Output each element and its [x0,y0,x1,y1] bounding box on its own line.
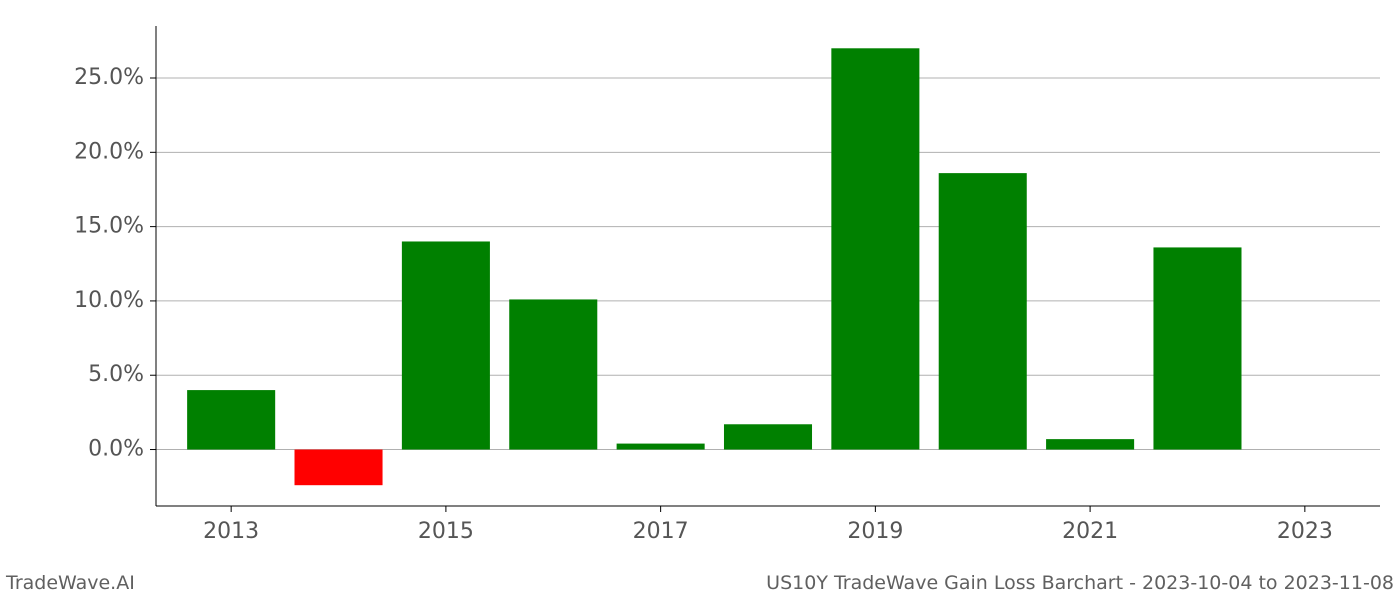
y-tick-label: 25.0% [74,65,144,90]
bar [939,173,1027,449]
x-tick-label: 2017 [633,519,689,544]
bar [831,48,919,449]
x-tick-label: 2021 [1062,519,1118,544]
chart-container: 0.0% 5.0% 10.0% 15.0% 20.0% 25.0% 2013 2015 2017… [0,0,1400,600]
y-tick-label: 20.0% [74,139,144,164]
bar [1153,247,1241,449]
x-tick-label: 2015 [418,519,474,544]
x-tick-label: 2019 [847,519,903,544]
x-tick-label: 2023 [1277,519,1333,544]
y-tick-label: 15.0% [74,214,144,239]
y-tick-label: 5.0% [88,362,144,387]
y-tick-label: 0.0% [88,437,144,462]
footer-right-caption: US10Y TradeWave Gain Loss Barchart - 202… [766,572,1394,594]
gain-loss-bar-chart: 0.0% 5.0% 10.0% 15.0% 20.0% 25.0% 2013 2015 2017… [0,0,1400,600]
footer-left-brand: TradeWave.AI [6,572,135,594]
y-tick-label: 10.0% [74,288,144,313]
bar [187,390,275,449]
bar [617,444,705,450]
bar [1046,439,1134,449]
x-tick-label: 2013 [203,519,259,544]
bar [509,299,597,449]
bar [402,241,490,449]
bar [724,424,812,449]
bar [295,450,383,486]
